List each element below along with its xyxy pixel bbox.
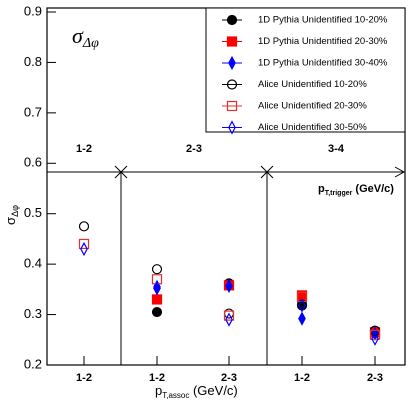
y-tick-label: 0.5	[24, 205, 42, 220]
marker	[78, 238, 90, 250]
marker	[371, 331, 379, 346]
x-axis-label: pT,assoc (GeV/c)	[155, 383, 238, 400]
trigger-group-label: 2-3	[186, 143, 202, 155]
x-tick-label: 2-3	[367, 372, 383, 384]
annotation-sub: Δφ	[82, 36, 99, 51]
marker	[223, 310, 235, 321]
y-label-symbol: σ	[3, 217, 18, 225]
y-tick-label: 0.6	[24, 155, 42, 170]
x-label-sub: T,assoc	[162, 391, 189, 400]
marker	[225, 278, 233, 293]
marker	[151, 306, 163, 318]
x-tick-label: 2-3	[221, 372, 237, 384]
marker	[153, 281, 161, 296]
annotation: σΔφ	[72, 23, 99, 51]
marker	[228, 120, 236, 135]
y-tick-label: 0.8	[24, 54, 42, 69]
x-tick-label: 1-2	[294, 372, 310, 384]
y-tick-label: 0.7	[24, 104, 42, 119]
x-label-unit: (GeV/c)	[189, 383, 237, 398]
trigger-sub: T,trigger	[325, 190, 353, 197]
x-label-p: p	[155, 383, 162, 398]
trigger-group-label: 3-4	[328, 143, 345, 155]
legend	[205, 7, 406, 133]
legend-label: 1D Pythia Unidentified 10-20%	[258, 15, 388, 26]
marker	[80, 241, 88, 257]
trigger-label: pT,trigger (GeV/c)	[318, 183, 394, 197]
legend-label: 1D Pythia Unidentified 20-30%	[258, 36, 388, 47]
y-axis-label: σΔφ	[3, 205, 20, 225]
marker	[151, 264, 163, 275]
legend-label: Alice Unidentified 20-30%	[258, 101, 367, 112]
marker	[296, 291, 308, 303]
marker	[369, 329, 381, 340]
y-tick-label: 0.3	[24, 306, 42, 321]
legend-label: Alice Unidentified 30-50%	[258, 122, 367, 133]
trigger-p: p	[318, 183, 325, 195]
annotation-symbol: σ	[72, 23, 84, 48]
marker	[298, 311, 306, 326]
x-tick-label: 1-2	[76, 372, 92, 384]
x-tick-label: 1-2	[149, 372, 165, 384]
legend-label: Alice Unidentified 10-20%	[258, 79, 367, 90]
trigger-group-label: 1-2	[76, 143, 92, 155]
marker	[151, 294, 163, 305]
marker	[225, 312, 233, 327]
arrow-heads	[114, 165, 406, 179]
marker	[151, 274, 163, 285]
y-label-sub: Δφ	[10, 205, 20, 217]
marker	[298, 298, 306, 313]
y-tick-label: 0.4	[24, 256, 42, 271]
marker	[78, 221, 90, 232]
y-tick-label: 0.2	[24, 356, 42, 371]
trigger-unit: (GeV/c)	[352, 183, 394, 195]
legend-label: 1D Pythia Unidentified 30-40%	[258, 58, 388, 69]
y-tick-label: 0.9	[24, 3, 42, 18]
